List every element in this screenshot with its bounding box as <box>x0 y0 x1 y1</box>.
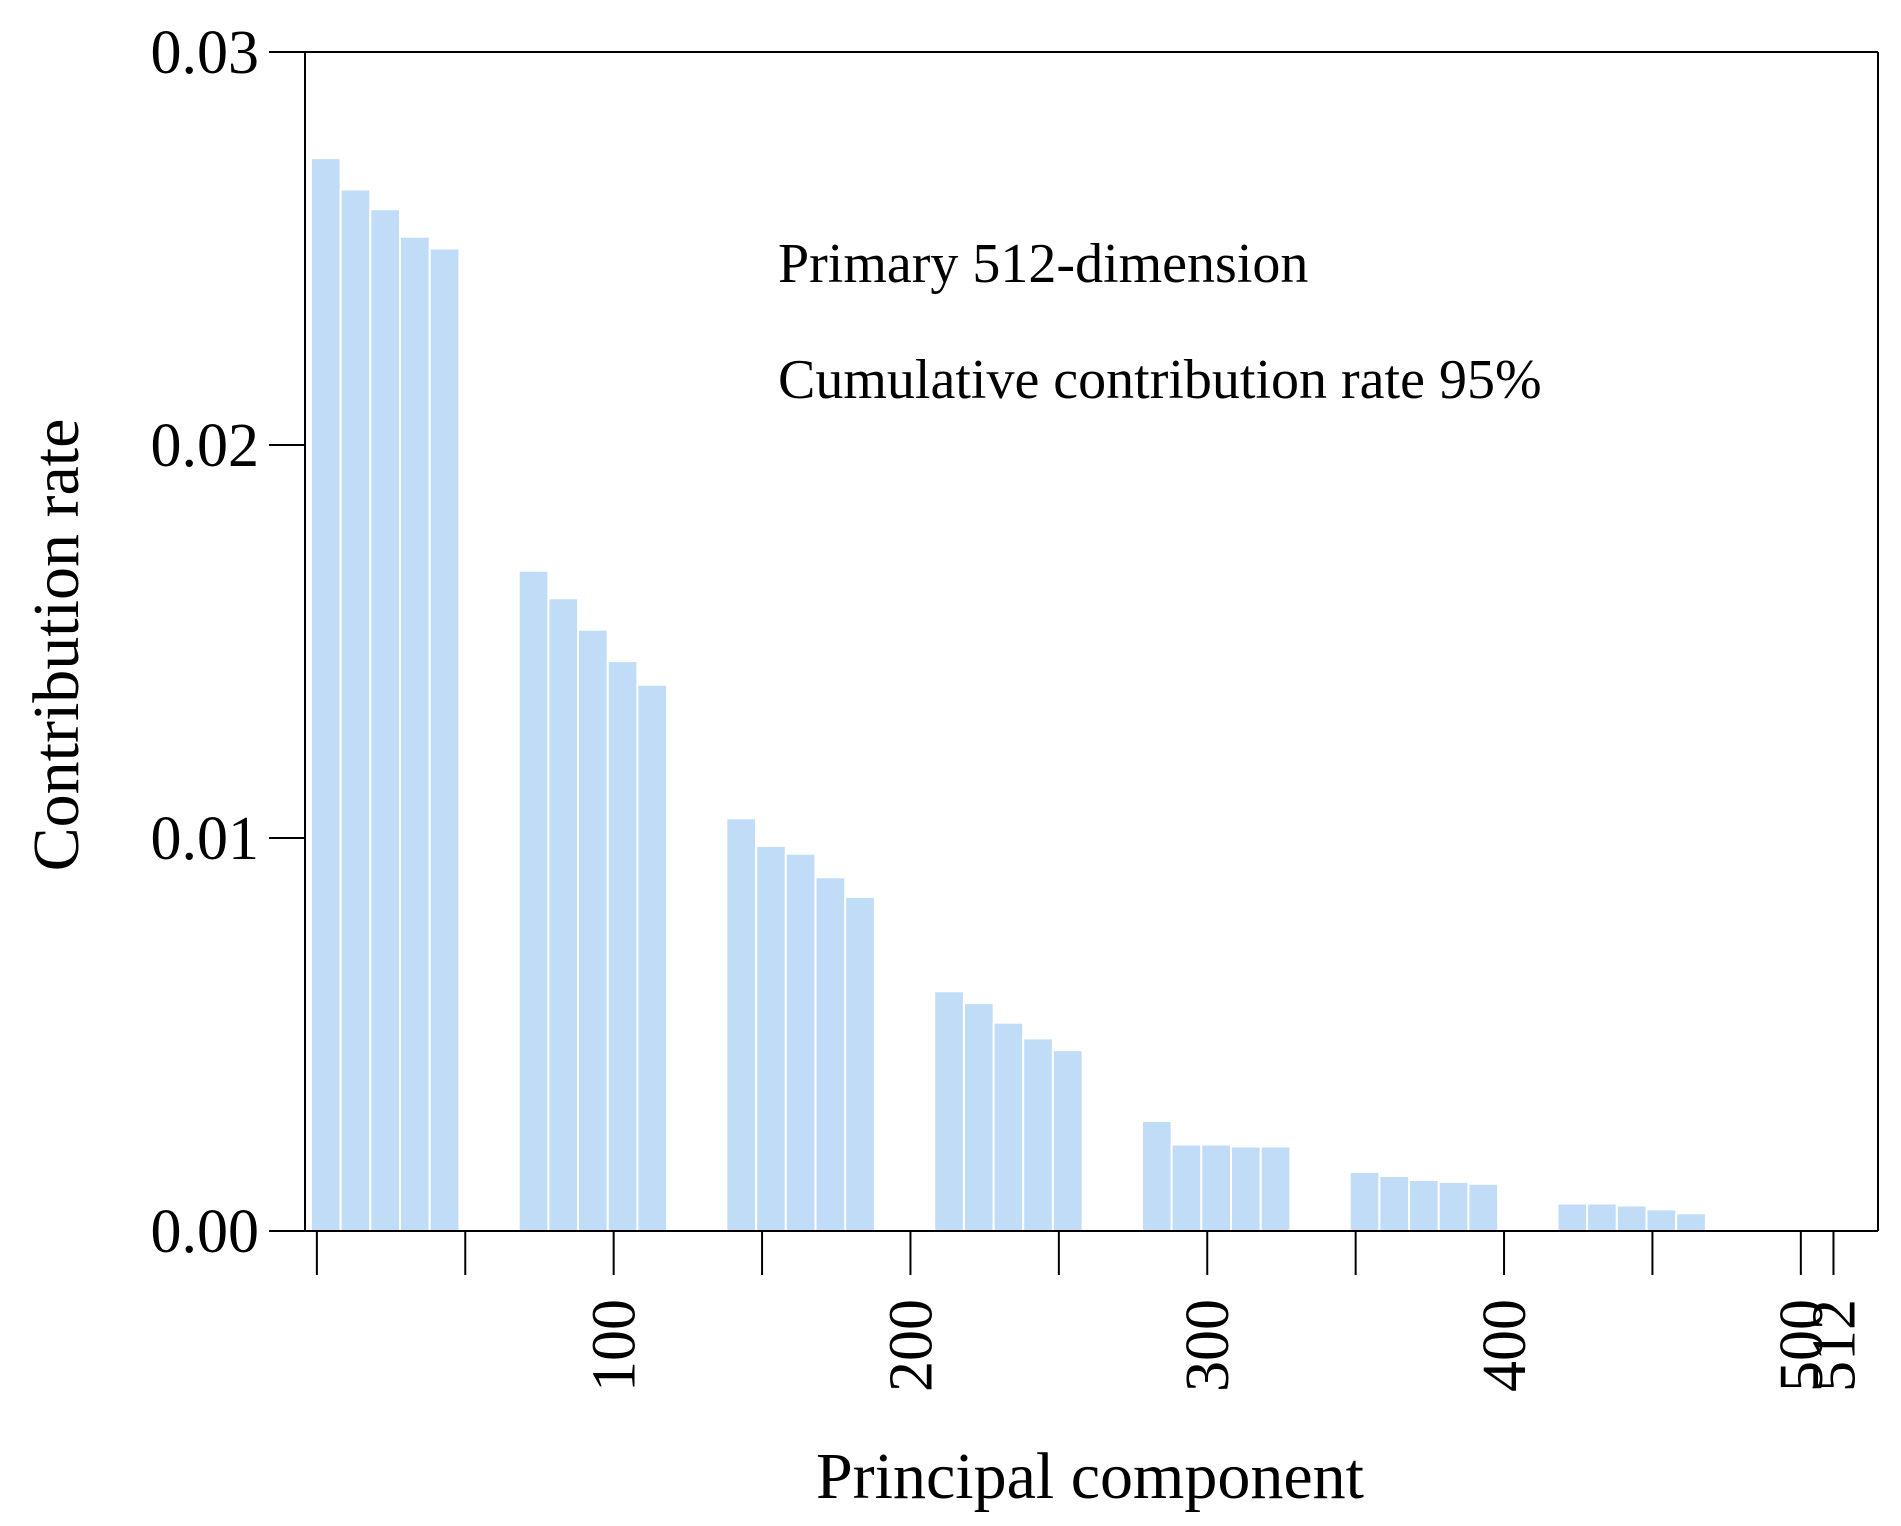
bar <box>577 628 609 1232</box>
bar <box>1615 1204 1648 1232</box>
y-tick-label: 0.01 <box>151 805 260 873</box>
axes-layer <box>304 51 1879 1232</box>
x-tick-label: 500 <box>1768 1299 1836 1392</box>
bars-layer <box>309 157 1707 1233</box>
bar <box>1378 1175 1411 1232</box>
bar <box>547 597 580 1232</box>
bar <box>1408 1178 1440 1233</box>
bar <box>1170 1143 1203 1232</box>
bar <box>1437 1180 1470 1233</box>
bar <box>1467 1182 1500 1233</box>
y-axis-title: Contribution rate <box>20 419 93 872</box>
bar <box>1051 1049 1084 1232</box>
bar <box>636 683 669 1232</box>
bar <box>339 188 372 1232</box>
bar <box>1675 1212 1707 1233</box>
bar <box>309 157 342 1233</box>
x-axis-title: Principal component <box>816 1440 1364 1513</box>
bar <box>725 817 758 1232</box>
bar <box>784 852 817 1232</box>
y-tick-label: 0.00 <box>151 1198 260 1266</box>
x-tick-label: 200 <box>878 1299 946 1392</box>
bar <box>1230 1145 1262 1232</box>
bar <box>1556 1202 1589 1232</box>
bar <box>1200 1143 1233 1232</box>
bar <box>992 1021 1025 1233</box>
bar <box>1645 1208 1678 1233</box>
bar <box>755 844 787 1233</box>
bar <box>606 660 639 1232</box>
bar <box>517 569 550 1232</box>
annotation-primary-dimension: Primary 512-dimension <box>778 233 1308 295</box>
annotation-cumulative-rate: Cumulative contribution rate 95% <box>778 349 1542 411</box>
bar <box>428 247 461 1232</box>
bar <box>1586 1202 1618 1232</box>
bar <box>1348 1171 1381 1232</box>
bar <box>399 235 431 1232</box>
bar <box>369 208 401 1232</box>
bar <box>814 876 847 1232</box>
bar <box>962 1002 995 1232</box>
x-tick-label: 400 <box>1471 1299 1539 1392</box>
bar <box>1259 1145 1292 1232</box>
bar <box>1022 1037 1054 1233</box>
y-tick-label: 0.03 <box>151 19 260 87</box>
bar <box>933 990 965 1232</box>
x-tick-label: 512 <box>1801 1299 1869 1392</box>
y-tick-label: 0.02 <box>151 412 260 480</box>
x-tick-label: 100 <box>581 1299 649 1392</box>
x-tick-label: 300 <box>1174 1299 1242 1392</box>
bar <box>1141 1120 1173 1232</box>
bar <box>844 895 876 1233</box>
